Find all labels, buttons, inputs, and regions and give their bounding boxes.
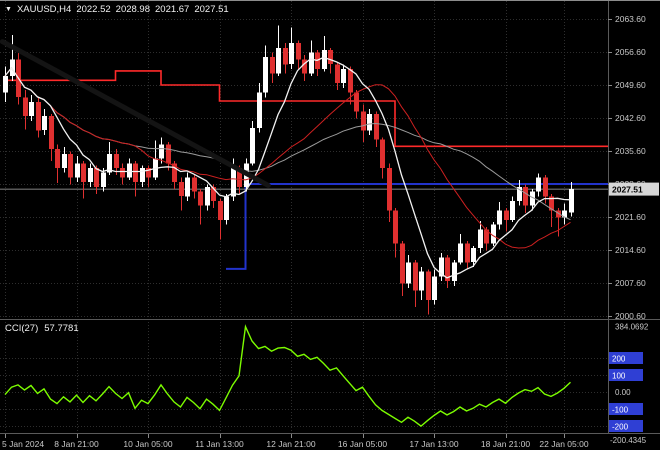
- cci-axis[interactable]: 384.0692 200 100 0.00 -100 -200 -200.4345: [609, 323, 649, 445]
- price-tick-label: 2056.60: [615, 47, 646, 57]
- cci-level-label: -200: [612, 423, 629, 432]
- time-tick-label: 5 Jan 2024: [2, 439, 44, 449]
- chart-header: ▼ XAUUSD,H4 2022.52 2028.98 2021.67 2027…: [5, 4, 229, 15]
- time-tick-label: 10 Jan 05:00: [123, 439, 172, 449]
- indicator-name-label: CCI(27): [5, 323, 39, 334]
- current-price-tag-value: 2027.51: [612, 185, 643, 195]
- time-tick-label: 18 Jan 21:00: [481, 439, 530, 449]
- moving-average-21: [4, 66, 571, 249]
- ohlc-close-value: 2027.51: [194, 4, 229, 15]
- time-axis[interactable]: 5 Jan 2024 8 Jan 21:00 10 Jan 05:00 11 Jan …: [2, 434, 589, 449]
- ohlc-high-value: 2028.98: [115, 4, 150, 15]
- price-tick-label: 2021.60: [615, 212, 646, 222]
- trendline-object[interactable]: [0, 39, 271, 188]
- cci-indicator-line: [4, 324, 571, 427]
- current-price-tag: [609, 182, 659, 196]
- price-tick-label: 2000.60: [615, 311, 646, 321]
- price-axis[interactable]: 2063.602056.602049.602042.602035.602028.…: [608, 14, 659, 321]
- moving-average-8: [4, 56, 571, 279]
- cci-scale-min: -200.4345: [610, 436, 647, 445]
- time-tick-label: 12 Jan 21:00: [266, 439, 315, 449]
- ohlc-low-value: 2021.67: [155, 4, 190, 15]
- time-tick-label: 22 Jan 05:00: [539, 439, 588, 449]
- cci-scale-max: 384.0692: [615, 323, 649, 332]
- cci-level-box: [609, 420, 643, 432]
- cci-level-label: -100: [612, 406, 629, 415]
- grid-layer: [0, 1, 608, 433]
- price-tick-label: 2049.60: [615, 80, 646, 90]
- indicator-header: CCI(27) 57.7781: [5, 323, 79, 334]
- candles-layer: [3, 25, 574, 315]
- cci-level-box: [609, 403, 643, 415]
- cci-level-label: 0.00: [615, 388, 631, 397]
- time-tick-label: 16 Jan 05:00: [338, 439, 387, 449]
- time-tick-label: 8 Jan 21:00: [54, 439, 99, 449]
- price-tick-label: 2035.60: [615, 146, 646, 156]
- indicator-current-value: 57.7781: [44, 323, 79, 334]
- blue-step-indicator-line: [226, 183, 608, 270]
- time-tick-label: 17 Jan 13:00: [409, 439, 458, 449]
- red-step-indicator-line: [5, 70, 608, 148]
- time-tick-label: 11 Jan 13:00: [195, 439, 244, 449]
- price-tick-label: 2014.60: [615, 245, 646, 255]
- cci-level-label: 200: [612, 355, 626, 364]
- cci-level-box: [609, 369, 643, 381]
- ohlc-open-value: 2022.52: [76, 4, 111, 15]
- price-tick-label: 2042.60: [615, 113, 646, 123]
- cci-level-label: 100: [612, 372, 626, 381]
- price-tick-label: 2063.60: [615, 14, 646, 24]
- symbol-period-label: XAUUSD,H4: [16, 4, 72, 15]
- symbol-marker-icon: ▼: [5, 6, 12, 13]
- price-tick-label: 2007.60: [615, 278, 646, 288]
- cci-level-box: [609, 352, 643, 364]
